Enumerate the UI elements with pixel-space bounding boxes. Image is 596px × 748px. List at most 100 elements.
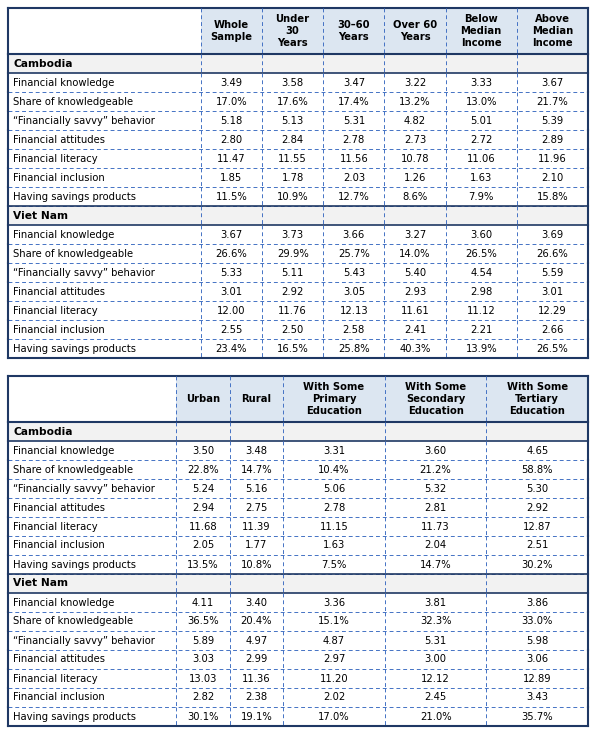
Text: 11.56: 11.56 — [340, 153, 368, 164]
Text: Urban: Urban — [186, 394, 220, 404]
Bar — [8, 441, 588, 460]
Text: 17.0%: 17.0% — [318, 711, 350, 722]
Text: 15.1%: 15.1% — [318, 616, 350, 627]
Bar — [8, 339, 588, 358]
Text: 5.31: 5.31 — [424, 636, 447, 646]
Text: 3.43: 3.43 — [526, 693, 548, 702]
Text: 3.60: 3.60 — [424, 446, 446, 456]
Bar — [8, 301, 588, 320]
Text: 36.5%: 36.5% — [187, 616, 219, 627]
Text: 4.87: 4.87 — [323, 636, 345, 646]
Text: Financial inclusion: Financial inclusion — [13, 325, 105, 334]
Text: 40.3%: 40.3% — [399, 343, 431, 354]
Text: 2.89: 2.89 — [541, 135, 564, 144]
Text: 3.81: 3.81 — [424, 598, 446, 607]
Bar — [8, 206, 588, 225]
Text: 5.89: 5.89 — [192, 636, 214, 646]
Bar — [486, 376, 588, 422]
Bar — [176, 376, 230, 422]
Text: 11.96: 11.96 — [538, 153, 567, 164]
Bar — [8, 8, 588, 54]
Text: 5.31: 5.31 — [343, 115, 365, 126]
Text: 2.03: 2.03 — [343, 173, 365, 183]
Text: 4.82: 4.82 — [404, 115, 426, 126]
Text: 7.9%: 7.9% — [468, 191, 494, 201]
Text: 5.30: 5.30 — [526, 483, 548, 494]
Text: Financial knowledge: Financial knowledge — [13, 78, 114, 88]
Text: 14.7%: 14.7% — [420, 560, 451, 569]
Bar — [8, 631, 588, 650]
Text: Cambodia: Cambodia — [13, 58, 73, 69]
Text: 11.12: 11.12 — [467, 305, 496, 316]
Bar — [201, 8, 262, 54]
Text: 13.5%: 13.5% — [187, 560, 219, 569]
Text: 2.93: 2.93 — [404, 286, 426, 296]
Text: 26.5%: 26.5% — [465, 248, 497, 259]
Bar — [283, 376, 385, 422]
Text: 2.41: 2.41 — [404, 325, 426, 334]
Bar — [8, 54, 588, 73]
Text: 5.16: 5.16 — [246, 483, 268, 494]
Text: 5.01: 5.01 — [470, 115, 492, 126]
Text: 1.78: 1.78 — [281, 173, 304, 183]
Text: 2.55: 2.55 — [221, 325, 243, 334]
Text: 4.97: 4.97 — [246, 636, 268, 646]
Text: 3.66: 3.66 — [343, 230, 365, 239]
Text: “Financially savvy” behavior: “Financially savvy” behavior — [13, 636, 155, 646]
Text: 17.4%: 17.4% — [338, 96, 370, 106]
Text: 8.6%: 8.6% — [402, 191, 428, 201]
Bar — [230, 376, 283, 422]
Text: With Some
Secondary
Education: With Some Secondary Education — [405, 382, 466, 416]
Text: Financial inclusion: Financial inclusion — [13, 693, 105, 702]
Text: 33.0%: 33.0% — [522, 616, 553, 627]
Text: 3.22: 3.22 — [404, 78, 426, 88]
Bar — [8, 612, 588, 631]
Text: With Some
Tertiary
Education: With Some Tertiary Education — [507, 382, 568, 416]
Text: 3.67: 3.67 — [221, 230, 243, 239]
Text: Share of knowledgeable: Share of knowledgeable — [13, 96, 133, 106]
Bar — [8, 422, 588, 441]
Text: 1.63: 1.63 — [470, 173, 492, 183]
Bar — [8, 517, 588, 536]
Bar — [8, 244, 588, 263]
Text: 1.77: 1.77 — [246, 541, 268, 551]
Bar — [8, 650, 588, 669]
Text: Over 60
Years: Over 60 Years — [393, 20, 437, 42]
Text: Financial knowledge: Financial knowledge — [13, 446, 114, 456]
Bar — [8, 263, 588, 282]
Text: 10.4%: 10.4% — [318, 465, 350, 474]
Text: 2.94: 2.94 — [192, 503, 214, 512]
Text: 5.40: 5.40 — [404, 268, 426, 278]
Text: 20.4%: 20.4% — [241, 616, 272, 627]
Text: 2.05: 2.05 — [192, 541, 214, 551]
Text: 12.7%: 12.7% — [338, 191, 370, 201]
Text: 12.29: 12.29 — [538, 305, 567, 316]
Text: 11.73: 11.73 — [421, 521, 450, 532]
Text: 2.82: 2.82 — [192, 693, 214, 702]
Bar — [446, 8, 517, 54]
Text: Share of knowledgeable: Share of knowledgeable — [13, 248, 133, 259]
Text: 3.06: 3.06 — [526, 654, 548, 664]
Text: 2.80: 2.80 — [221, 135, 243, 144]
Text: 2.92: 2.92 — [526, 503, 548, 512]
Bar — [8, 498, 588, 517]
Text: 11.06: 11.06 — [467, 153, 495, 164]
Text: 21.2%: 21.2% — [420, 465, 452, 474]
Bar — [8, 555, 588, 574]
Text: Whole
Sample: Whole Sample — [210, 20, 253, 42]
Text: 30.1%: 30.1% — [187, 711, 219, 722]
Text: 2.84: 2.84 — [282, 135, 304, 144]
Text: 12.89: 12.89 — [523, 673, 551, 684]
Text: 2.02: 2.02 — [323, 693, 345, 702]
Text: Having savings products: Having savings products — [13, 711, 136, 722]
Text: 5.24: 5.24 — [192, 483, 214, 494]
Text: Viet Nam: Viet Nam — [13, 210, 68, 221]
Text: 11.61: 11.61 — [401, 305, 430, 316]
Bar — [8, 111, 588, 130]
Bar — [8, 73, 588, 92]
Text: 3.33: 3.33 — [470, 78, 492, 88]
Text: 11.47: 11.47 — [217, 153, 246, 164]
Text: 5.13: 5.13 — [281, 115, 304, 126]
Text: 2.04: 2.04 — [424, 541, 446, 551]
Text: Share of knowledgeable: Share of knowledgeable — [13, 616, 133, 627]
